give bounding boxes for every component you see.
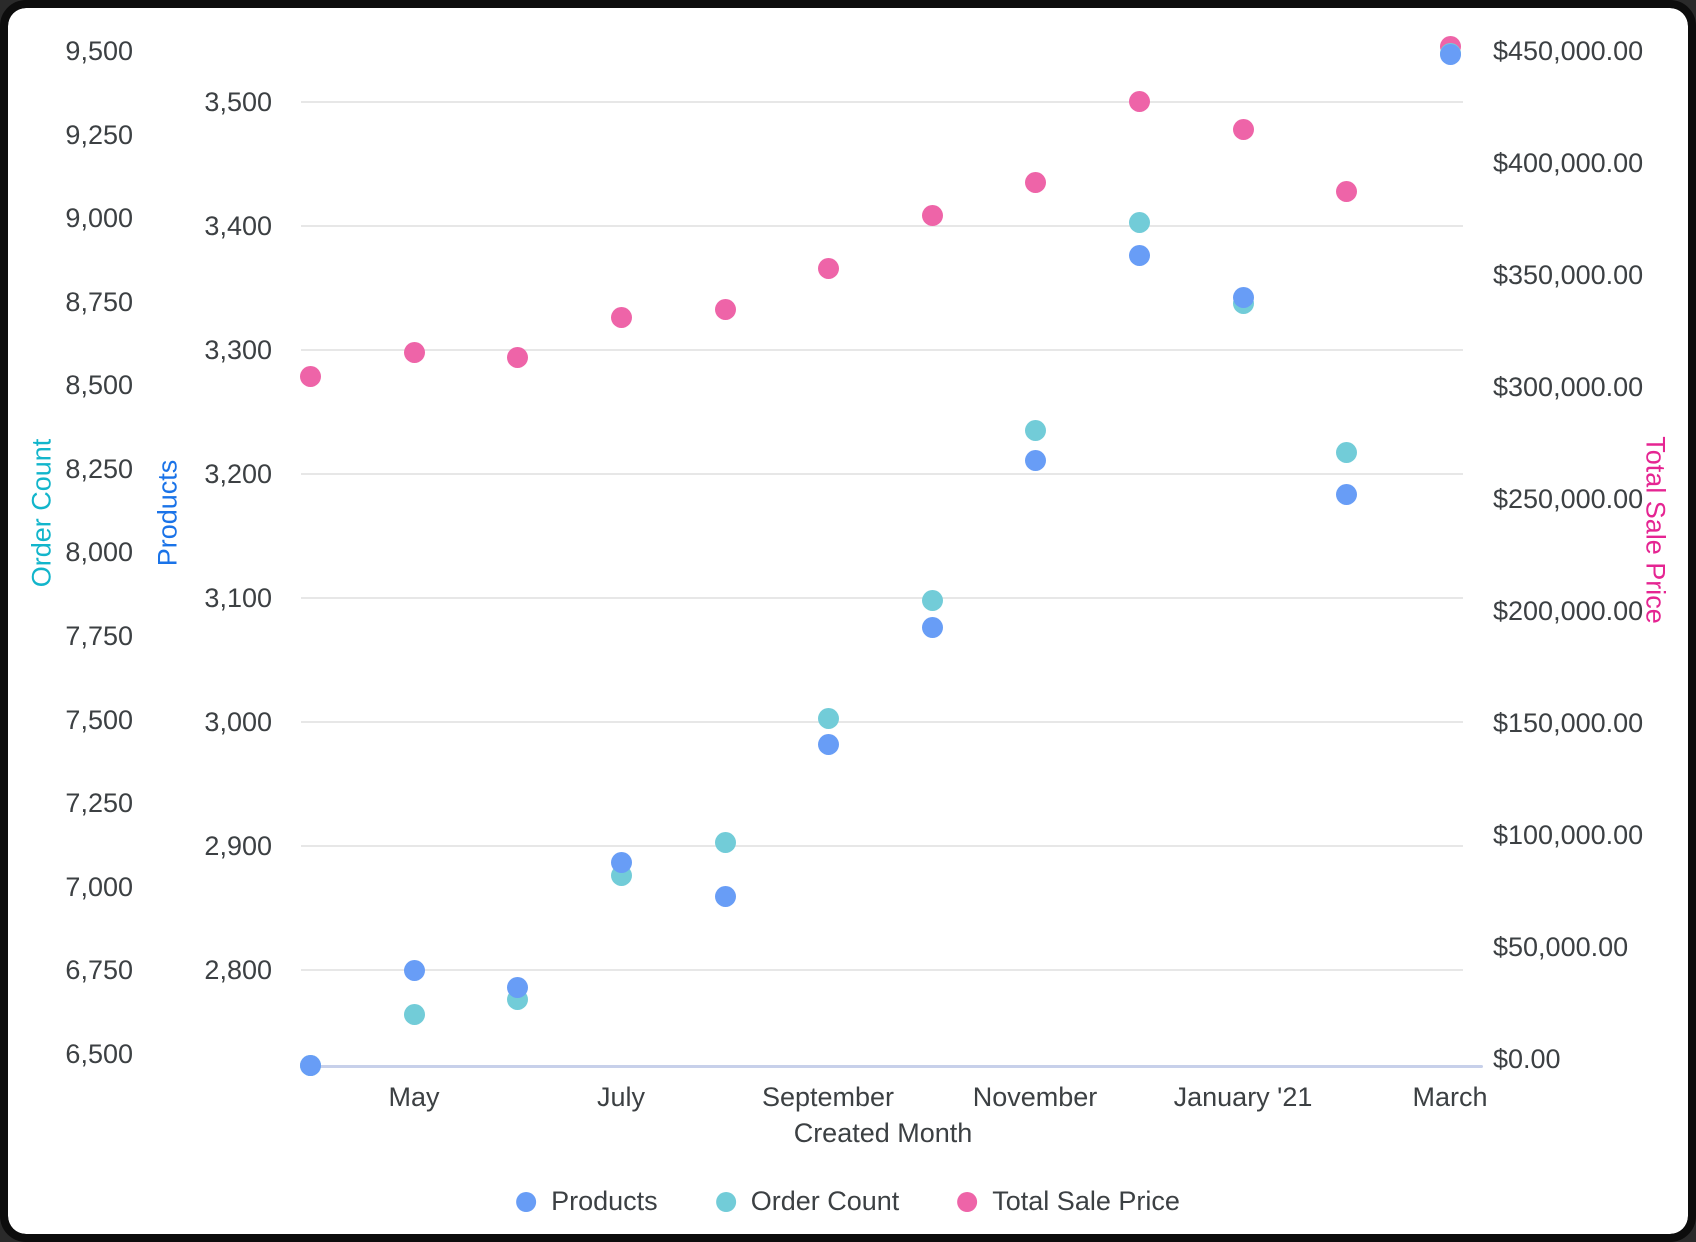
y-tick-order_count: 9,500 xyxy=(65,36,133,66)
data-point-products-May[interactable] xyxy=(404,960,425,981)
gridline xyxy=(301,225,1463,227)
data-point-total-sale-price-August[interactable] xyxy=(715,299,736,320)
data-point-order-count-December[interactable] xyxy=(1129,212,1150,233)
x-tick-July: July xyxy=(596,1082,646,1112)
y-tick-products: 2,800 xyxy=(204,955,272,985)
y-tick-order_count: 8,750 xyxy=(65,287,133,317)
data-point-products-March[interactable] xyxy=(1440,44,1461,65)
y-tick-order_count: 9,000 xyxy=(65,203,133,233)
x-tick-January21: January '21 xyxy=(1173,1082,1313,1112)
data-point-products-July[interactable] xyxy=(611,852,632,873)
y-tick-products: 3,000 xyxy=(204,707,272,737)
y-tick-order_count: 7,750 xyxy=(65,621,133,651)
data-point-order-count-October[interactable] xyxy=(922,590,943,611)
data-point-total-sale-price-December[interactable] xyxy=(1129,91,1150,112)
legend-label: Products xyxy=(551,1186,658,1216)
x-tick-November: November xyxy=(972,1082,1098,1112)
data-point-products-April[interactable] xyxy=(300,1055,321,1076)
y-tick-order_count: 8,500 xyxy=(65,370,133,400)
order-count-axis-title: Order Count xyxy=(26,438,57,588)
data-point-products-February[interactable] xyxy=(1336,484,1357,505)
gridline xyxy=(301,349,1463,351)
x-tick-March: March xyxy=(1412,1082,1488,1112)
gridline xyxy=(301,845,1463,847)
y-tick-products: 3,200 xyxy=(204,459,272,489)
data-point-total-sale-price-November[interactable] xyxy=(1025,172,1046,193)
x-tick-May: May xyxy=(388,1082,440,1112)
data-point-total-sale-price-May[interactable] xyxy=(404,342,425,363)
total-sale-price-axis-title: Total Sale Price xyxy=(1640,436,1671,624)
y-tick-order_count: 7,250 xyxy=(65,788,133,818)
data-point-products-January21[interactable] xyxy=(1233,287,1254,308)
legend-item-products[interactable]: Products xyxy=(516,1186,658,1217)
data-point-order-count-August[interactable] xyxy=(715,832,736,853)
data-point-products-October[interactable] xyxy=(922,617,943,638)
data-point-total-sale-price-July[interactable] xyxy=(611,307,632,328)
gridline xyxy=(301,721,1463,723)
data-point-products-November[interactable] xyxy=(1025,450,1046,471)
legend-label: Total Sale Price xyxy=(992,1186,1180,1216)
y-tick-products: 3,500 xyxy=(204,87,272,117)
data-point-products-August[interactable] xyxy=(715,886,736,907)
gridline xyxy=(301,473,1463,475)
y-tick-total_sale_price: $250,000.00 xyxy=(1493,484,1644,514)
data-point-order-count-September[interactable] xyxy=(818,708,839,729)
y-tick-total_sale_price: $100,000.00 xyxy=(1493,820,1644,850)
y-tick-order_count: 8,250 xyxy=(65,454,133,484)
legend-marker-icon xyxy=(715,1191,736,1212)
x-tick-September: September xyxy=(761,1082,895,1112)
y-tick-order_count: 7,500 xyxy=(65,705,133,735)
gridline xyxy=(301,101,1463,103)
data-point-total-sale-price-February[interactable] xyxy=(1336,181,1357,202)
y-tick-total_sale_price: $50,000.00 xyxy=(1493,932,1629,962)
y-tick-products: 3,300 xyxy=(204,335,272,365)
x-axis-baseline xyxy=(301,1065,1483,1068)
y-tick-products: 2,900 xyxy=(204,831,272,861)
legend-item-order-count[interactable]: Order Count xyxy=(715,1186,900,1217)
y-tick-total_sale_price: $150,000.00 xyxy=(1493,708,1644,738)
legend: Products Order Count Total Sale Price xyxy=(516,1186,1180,1217)
y-tick-order_count: 6,750 xyxy=(65,955,133,985)
data-point-products-September[interactable] xyxy=(818,734,839,755)
y-tick-total_sale_price: $350,000.00 xyxy=(1493,260,1644,290)
gridline xyxy=(301,969,1463,971)
data-point-order-count-May[interactable] xyxy=(404,1004,425,1025)
products-axis-title: Products xyxy=(152,459,183,567)
data-point-order-count-November[interactable] xyxy=(1025,420,1046,441)
y-tick-total_sale_price: $0.00 xyxy=(1493,1044,1561,1074)
data-point-total-sale-price-September[interactable] xyxy=(818,258,839,279)
data-point-total-sale-price-January21[interactable] xyxy=(1233,119,1254,140)
y-tick-total_sale_price: $450,000.00 xyxy=(1493,36,1644,66)
y-tick-order_count: 9,250 xyxy=(65,120,133,150)
legend-marker-icon xyxy=(516,1191,537,1212)
x-axis-title: Created Month xyxy=(793,1118,973,1148)
y-tick-total_sale_price: $400,000.00 xyxy=(1493,148,1644,178)
y-tick-products: 3,100 xyxy=(204,583,272,613)
legend-label: Order Count xyxy=(750,1186,900,1216)
gridline xyxy=(301,597,1463,599)
data-point-products-December[interactable] xyxy=(1129,245,1150,266)
data-point-order-count-February[interactable] xyxy=(1336,442,1357,463)
data-point-total-sale-price-June[interactable] xyxy=(507,347,528,368)
y-tick-order_count: 7,000 xyxy=(65,872,133,902)
data-point-products-June[interactable] xyxy=(507,977,528,998)
y-tick-total_sale_price: $300,000.00 xyxy=(1493,372,1644,402)
data-point-total-sale-price-April[interactable] xyxy=(300,366,321,387)
y-tick-order_count: 6,500 xyxy=(65,1039,133,1069)
y-tick-total_sale_price: $200,000.00 xyxy=(1493,596,1644,626)
chart-canvas: 9,500 9,250 9,000 8,750 8,500 8,250 8,000 7,750… xyxy=(8,8,1688,1234)
legend-item-total-sale-price[interactable]: Total Sale Price xyxy=(957,1186,1180,1217)
legend-marker-icon xyxy=(957,1191,978,1212)
data-point-total-sale-price-October[interactable] xyxy=(922,205,943,226)
y-tick-products: 3,400 xyxy=(204,211,272,241)
y-tick-order_count: 8,000 xyxy=(65,537,133,567)
